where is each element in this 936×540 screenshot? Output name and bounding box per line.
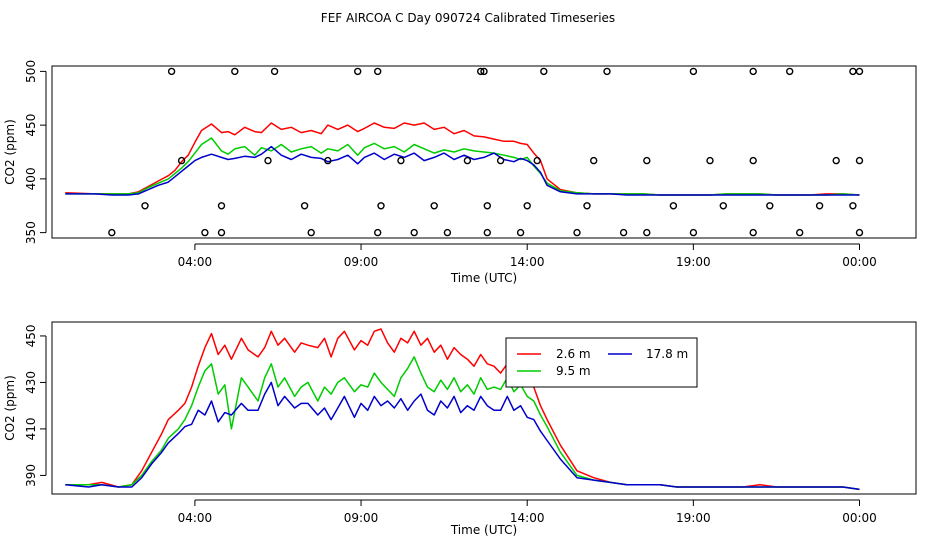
top-marker-point [590,156,598,165]
bottom-plot-marks [65,328,860,491]
bottom-ylabel: CO2 (ppm) [3,375,17,441]
top-marker-point [463,156,472,165]
top-marker-point [410,228,418,237]
bottom-series-9-5-m [65,356,860,491]
top-marker-point [307,228,315,237]
bottom-plot-axes: 04:00 09:00 14:00 19:00 00:00 390 410 430 450 [24,324,877,525]
top-marker-point [377,202,385,210]
top-marker-point [689,67,698,76]
top-marker-point [231,67,239,76]
top-marker-point [749,67,757,76]
top-marker-point [483,228,491,237]
top-marker-point [719,202,727,210]
top-marker-point [167,67,176,76]
top-y-tick-label: 500 [24,60,38,83]
top-marker-point [832,156,840,165]
top-marker-point [141,202,149,210]
top-marker-point [583,202,591,210]
top-marker-point [573,228,581,237]
top-x-tick-label: 00:00 [842,255,877,269]
top-marker-point [786,67,794,76]
top-marker-point [324,156,332,165]
top-marker-point [397,156,405,165]
top-marker-point [108,228,116,237]
bottom-series-2-6-m [65,328,860,491]
top-marker-point [669,202,678,210]
top-x-tick-label: 19:00 [676,255,711,269]
legend-label-17-8m: 17.8 m [646,347,688,361]
top-marker-point [430,202,438,210]
top-marker-point [496,156,505,165]
top-ylabel: CO2 (ppm) [3,119,17,185]
bottom-x-tick-label: 14:00 [510,511,545,525]
top-marker-point [443,228,452,237]
bottom-y-tick-label: 450 [24,324,38,347]
top-plot-frame [51,65,917,239]
legend-label-2-6m: 2.6 m [556,347,591,361]
top-marker-point [540,67,548,76]
top-y-tick-label: 350 [24,221,38,244]
top-marker-point [619,228,628,237]
chart-title: FEF AIRCOA C Day 090724 Calibrated Times… [321,11,615,25]
top-plot-marks [65,67,864,237]
top-marker-point [533,156,541,165]
top-marker-point [643,228,651,237]
bottom-x-tick-label: 04:00 [178,511,213,525]
top-x-tick-label: 09:00 [344,255,379,269]
top-marker-point [270,67,279,76]
top-marker-point [217,228,226,237]
top-marker-point [855,67,864,76]
top-marker-point [796,228,804,237]
top-marker-point [374,67,382,76]
legend: 2.6 m 9.5 m 17.8 m [505,337,698,388]
top-y-tick-label: 400 [24,167,38,190]
top-marker-point [849,67,857,76]
top-marker-point [849,202,857,210]
top-marker-point [706,156,714,165]
bottom-y-tick-label: 410 [24,417,38,440]
legend-box [505,337,698,388]
top-marker-point [689,228,698,237]
top-marker-point [749,156,757,165]
top-marker-point [516,228,525,237]
top-marker-point [523,202,531,210]
top-marker-point [264,156,272,165]
top-marker-point [201,228,209,237]
top-marker-point [480,67,488,76]
bottom-y-tick-label: 390 [24,464,38,487]
top-marker-point [300,202,309,210]
top-marker-point [749,228,757,237]
top-xlabel: Time (UTC) [450,271,517,285]
top-marker-point [374,228,382,237]
bottom-x-tick-label: 19:00 [676,511,711,525]
top-marker-point [603,67,611,76]
top-x-tick-label: 14:00 [510,255,545,269]
bottom-x-tick-label: 09:00 [344,511,379,525]
top-marker-point [855,156,864,165]
top-x-tick-label: 04:00 [178,255,213,269]
top-marker-point [766,202,774,210]
top-marker-point [177,156,186,165]
top-series-9-5-m [65,137,860,196]
top-marker-point [855,228,864,237]
top-marker-point [643,156,651,165]
bottom-xlabel: Time (UTC) [450,523,517,537]
top-marker-point [483,202,491,210]
top-marker-point [354,67,362,76]
bottom-x-tick-label: 00:00 [842,511,877,525]
top-y-tick-label: 450 [24,114,38,137]
top-marker-point [477,67,485,76]
bottom-plot-frame [51,321,917,495]
legend-label-9-5m: 9.5 m [556,364,591,378]
top-marker-point [815,202,824,210]
bottom-series-17-8-m [65,381,860,491]
top-marker-point [217,202,226,210]
top-panel: 04:00 09:00 14:00 19:00 00:00 350 400 450 500 Ti… [3,60,917,285]
top-series-17-8-m [65,145,860,196]
bottom-panel: 04:00 09:00 14:00 19:00 00:00 390 410 430 450 Ti… [3,321,917,537]
top-plot-axes: 04:00 09:00 14:00 19:00 00:00 350 400 450 500 [24,60,877,269]
bottom-y-tick-label: 430 [24,371,38,394]
